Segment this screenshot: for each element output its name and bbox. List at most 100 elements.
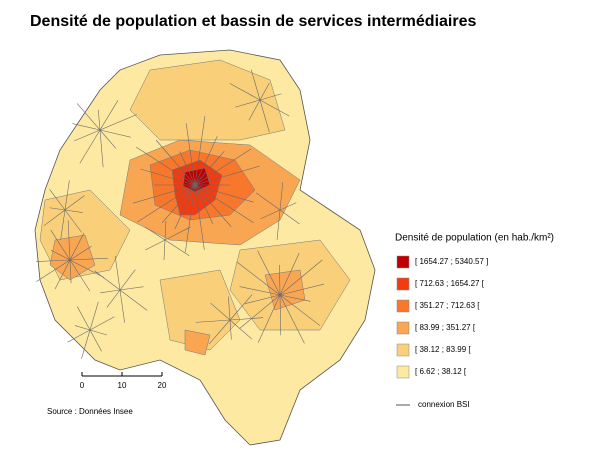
connection-line bbox=[276, 209, 281, 240]
source: Source : Données Insee bbox=[47, 407, 133, 416]
connection-line bbox=[279, 283, 325, 296]
connection-line bbox=[97, 109, 101, 131]
connection-line bbox=[79, 129, 101, 164]
connection-line bbox=[69, 257, 109, 261]
department bbox=[34, 49, 376, 446]
connection-line bbox=[69, 259, 91, 292]
legend-swatch bbox=[396, 299, 410, 313]
connection-line bbox=[119, 289, 125, 323]
connection-line bbox=[60, 209, 66, 240]
legend-swatch bbox=[396, 365, 410, 379]
map-title: Densité de population et bassin de servi… bbox=[30, 13, 476, 30]
connection-line bbox=[164, 239, 190, 256]
connection-line bbox=[50, 229, 71, 261]
connection-line bbox=[119, 289, 148, 311]
connection-line bbox=[49, 189, 66, 211]
connection-line bbox=[248, 99, 261, 121]
connection-line bbox=[259, 82, 270, 101]
legend: [ 1654.27 ; 5340.57 ] [ 712.63 ; 1654.27 … bbox=[396, 255, 488, 379]
connection-line bbox=[77, 306, 91, 331]
connections bbox=[36, 69, 325, 359]
connection-line bbox=[64, 180, 70, 211]
legend-label: [ 83.99 ; 351.27 [ bbox=[415, 323, 476, 332]
connection-line bbox=[259, 93, 282, 101]
connection-line bbox=[194, 184, 214, 225]
connection-line bbox=[36, 259, 71, 262]
connection-line bbox=[208, 319, 231, 345]
legend-label: [ 712.63 ; 1654.27 [ bbox=[415, 279, 485, 288]
legend-label: [ 351.27 ; 712.63 [ bbox=[415, 301, 480, 310]
legend-swatch bbox=[396, 321, 410, 335]
scale-label: 0 bbox=[80, 381, 85, 390]
connection-line bbox=[279, 259, 323, 296]
connection-line bbox=[244, 294, 281, 305]
connection-line bbox=[250, 69, 261, 101]
connection-line bbox=[228, 296, 231, 321]
connection-line bbox=[119, 286, 144, 291]
legend-title: Densité de population (en hab./km²) bbox=[395, 233, 554, 244]
connection-line bbox=[229, 319, 253, 340]
connection-line bbox=[279, 294, 311, 302]
connection-line bbox=[259, 99, 290, 117]
connection-line bbox=[194, 184, 232, 227]
connection-line bbox=[94, 270, 121, 291]
connection-line bbox=[236, 261, 281, 296]
connection-line bbox=[161, 184, 196, 224]
commune-group bbox=[159, 269, 241, 351]
scale-bar bbox=[81, 372, 163, 377]
connection-line bbox=[239, 286, 281, 296]
connection-line bbox=[74, 325, 91, 331]
connection-line bbox=[132, 184, 196, 204]
connection-line bbox=[164, 226, 191, 241]
connection-line bbox=[229, 319, 232, 340]
connection-line bbox=[194, 150, 225, 186]
connection-line bbox=[76, 103, 101, 131]
connection-line bbox=[279, 209, 300, 225]
connection-line bbox=[89, 316, 115, 331]
connection-line bbox=[72, 123, 101, 131]
connection-line bbox=[114, 255, 121, 291]
connection-line bbox=[185, 184, 196, 253]
connection-line bbox=[257, 294, 281, 343]
connection-line bbox=[99, 129, 116, 149]
connection-line bbox=[194, 136, 218, 186]
connection-line bbox=[145, 227, 166, 241]
connection-line bbox=[89, 301, 99, 331]
connection-line bbox=[194, 116, 206, 186]
connection-line bbox=[81, 329, 91, 359]
connection-line bbox=[279, 294, 321, 326]
connection-line bbox=[54, 259, 71, 290]
legend-swatch bbox=[396, 255, 410, 269]
connection-line bbox=[229, 294, 253, 321]
legend-swatch bbox=[396, 343, 410, 357]
connection-line bbox=[64, 209, 83, 213]
connection-line bbox=[67, 329, 91, 343]
connection-line bbox=[119, 269, 136, 291]
connection-line bbox=[49, 207, 66, 211]
connection-line bbox=[234, 99, 261, 108]
connection-line bbox=[145, 239, 166, 251]
connection-line bbox=[179, 151, 196, 186]
connection-line bbox=[163, 239, 166, 261]
connection-line bbox=[279, 202, 297, 211]
connection-line bbox=[194, 148, 252, 186]
connection-line bbox=[36, 259, 71, 282]
connection-line bbox=[279, 182, 284, 211]
connection-line bbox=[164, 221, 167, 241]
connection-line bbox=[135, 146, 196, 186]
connection-line bbox=[259, 99, 270, 133]
connection-line bbox=[100, 289, 121, 294]
legend-connection-label: connexion BSI bbox=[418, 400, 470, 409]
connection-line bbox=[174, 184, 196, 230]
connection-line bbox=[257, 250, 281, 296]
commune-group bbox=[184, 329, 211, 356]
connection-line bbox=[260, 209, 281, 220]
connection-line bbox=[67, 220, 71, 261]
connection-line bbox=[185, 123, 196, 186]
connection-line bbox=[69, 259, 72, 284]
connection-line bbox=[194, 184, 205, 251]
connection-line bbox=[229, 317, 264, 321]
connection-line bbox=[64, 209, 82, 233]
connection-line bbox=[279, 264, 281, 296]
